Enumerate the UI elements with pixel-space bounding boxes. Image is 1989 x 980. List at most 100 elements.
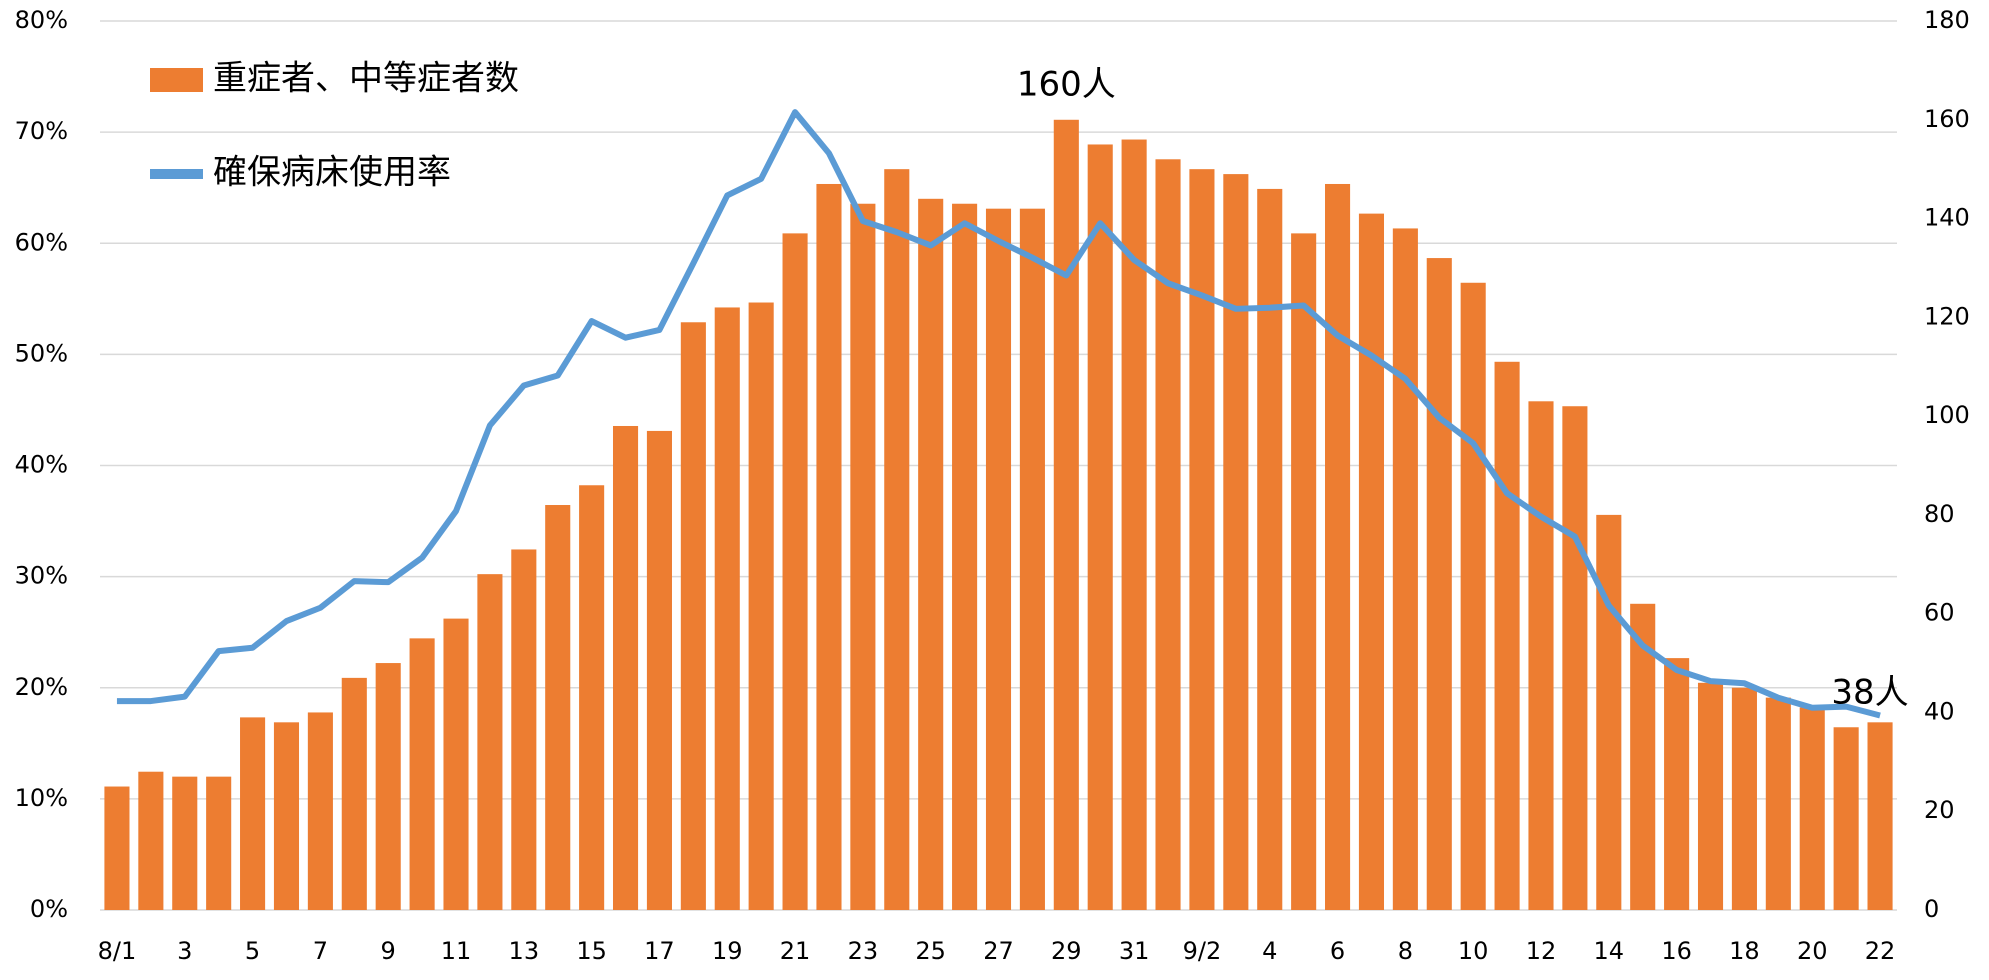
bar	[1257, 188, 1283, 910]
x-tick-label: 17	[644, 937, 675, 965]
bar	[511, 549, 537, 910]
x-tick-label: 14	[1594, 937, 1625, 965]
annotation: 38人	[1831, 673, 1908, 713]
bar	[714, 307, 740, 910]
bar	[1833, 727, 1859, 910]
y-tick-label: 10%	[15, 784, 68, 812]
bar	[918, 198, 944, 911]
bar	[1392, 228, 1418, 910]
x-tick-label: 13	[509, 937, 540, 965]
bar	[375, 663, 401, 910]
bar	[172, 776, 198, 910]
bar	[680, 322, 706, 910]
bar	[1189, 169, 1215, 910]
bar	[1460, 282, 1486, 910]
x-tick-label: 4	[1262, 937, 1277, 965]
x-tick-label: 25	[915, 937, 946, 965]
y-tick-label: 30%	[15, 562, 68, 590]
bar	[138, 771, 164, 910]
bar	[409, 638, 435, 910]
x-tick-label: 9/2	[1183, 937, 1222, 965]
bar	[1426, 258, 1452, 911]
bar	[341, 677, 367, 910]
bar	[850, 203, 876, 910]
bar	[1731, 687, 1757, 910]
bar	[1596, 514, 1622, 910]
legend-swatch	[150, 68, 203, 92]
y-tick-label: 70%	[15, 117, 68, 145]
bar	[104, 786, 130, 910]
x-tick-label: 27	[983, 937, 1014, 965]
bar	[443, 618, 469, 910]
x-tick-label: 9	[381, 937, 396, 965]
bar	[1528, 401, 1554, 910]
line	[116, 109, 1881, 719]
y2-tick-label: 20	[1924, 796, 1955, 824]
bar	[1121, 139, 1147, 911]
bar	[1562, 406, 1588, 910]
x-tick-label: 31	[1119, 937, 1150, 965]
bar	[1325, 183, 1351, 910]
annotation: 160人	[1017, 65, 1116, 105]
y-tick-label: 80%	[15, 6, 68, 34]
bar	[1799, 707, 1825, 910]
x-tick-label: 8/1	[98, 937, 137, 965]
y-tick-label: 20%	[15, 673, 68, 701]
y-tick-label: 60%	[15, 228, 68, 256]
bar	[1697, 682, 1724, 910]
legend-swatch	[150, 169, 203, 179]
y2-tick-label: 160	[1924, 105, 1970, 133]
bar	[240, 717, 266, 910]
x-tick-label: 3	[177, 937, 192, 965]
bar	[307, 712, 333, 910]
bar	[1664, 658, 1690, 910]
bar	[1053, 119, 1079, 911]
x-tick-label: 10	[1458, 937, 1489, 965]
bar	[1765, 697, 1791, 910]
bar	[1087, 144, 1113, 910]
x-tick-label: 6	[1330, 937, 1345, 965]
bar	[273, 722, 300, 910]
bar	[1358, 213, 1385, 910]
x-tick-label: 15	[576, 937, 607, 965]
x-tick-label: 20	[1797, 937, 1828, 965]
x-tick-label: 12	[1526, 937, 1557, 965]
bar	[579, 485, 605, 910]
bar	[206, 776, 232, 910]
bar	[1494, 361, 1520, 910]
bar	[1223, 174, 1249, 910]
y2-tick-label: 100	[1924, 401, 1970, 429]
bar	[952, 203, 978, 910]
bar	[477, 574, 503, 910]
y2-tick-label: 0	[1924, 895, 1939, 923]
x-tick-label: 8	[1398, 937, 1413, 965]
y-tick-label: 0%	[30, 895, 68, 923]
y2-tick-label: 180	[1924, 6, 1970, 34]
y2-tick-label: 140	[1924, 204, 1970, 232]
bar	[1155, 159, 1181, 911]
bar	[782, 233, 808, 911]
bar	[545, 505, 571, 910]
x-tick-label: 18	[1729, 937, 1760, 965]
x-tick-label: 11	[441, 937, 472, 965]
x-tick-label: 23	[848, 937, 879, 965]
y-tick-label: 40%	[15, 451, 68, 479]
x-tick-label: 7	[313, 937, 328, 965]
y2-tick-label: 40	[1924, 697, 1955, 725]
bar	[985, 208, 1012, 910]
y-tick-label: 50%	[15, 339, 68, 367]
bar	[1291, 233, 1317, 911]
x-tick-label: 19	[712, 937, 743, 965]
bar	[748, 302, 774, 910]
bar	[612, 425, 639, 910]
y2-tick-label: 120	[1924, 302, 1970, 330]
x-tick-label: 5	[245, 937, 260, 965]
x-tick-label: 16	[1661, 937, 1692, 965]
bar	[1867, 722, 1893, 910]
bar	[646, 430, 672, 910]
x-tick-label: 29	[1051, 937, 1082, 965]
y2-tick-label: 60	[1924, 599, 1955, 627]
bar	[816, 183, 842, 910]
legend-label: 重症者、中等症者数	[213, 59, 519, 99]
